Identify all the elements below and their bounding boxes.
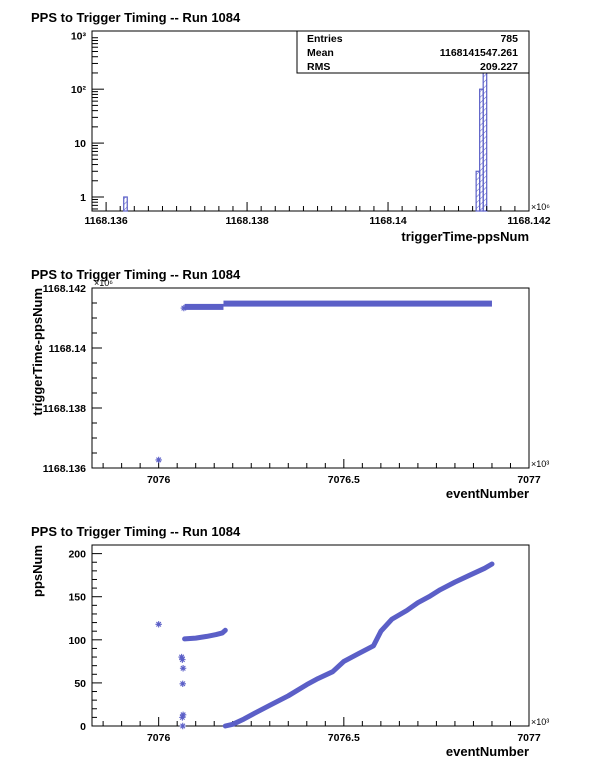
data-point bbox=[179, 656, 186, 663]
data-trace bbox=[182, 627, 228, 642]
x-tick-label: 7076 bbox=[147, 474, 171, 486]
panel-3-x-axis-label: eventNumber bbox=[446, 744, 529, 759]
y-tick-label: 10² bbox=[71, 84, 87, 96]
data-trace bbox=[222, 561, 495, 729]
panel-3-x-multiplier: ×10³ bbox=[531, 717, 549, 727]
stat-rms-label: RMS bbox=[307, 61, 330, 73]
y-tick-label: 1168.138 bbox=[43, 403, 86, 415]
y-tick-label: 100 bbox=[68, 635, 86, 647]
panel-2-x-axis-label: eventNumber bbox=[446, 486, 529, 501]
panel-2-frame bbox=[91, 287, 530, 469]
data-point bbox=[178, 653, 185, 661]
data-point bbox=[180, 304, 188, 312]
x-tick-label: 1168.136 bbox=[84, 215, 127, 227]
panel-2-x-multiplier: ×10³ bbox=[531, 459, 549, 469]
y-tick-label: 50 bbox=[74, 678, 86, 690]
y-tick-label: 150 bbox=[68, 592, 86, 604]
stats-box: Entries 785 Mean 1168141547.261 RMS 209.… bbox=[296, 30, 530, 74]
data-point bbox=[179, 711, 187, 718]
x-tick-label: 7077 bbox=[517, 474, 541, 486]
data-point bbox=[179, 680, 186, 687]
panel-histogram: PPS to Trigger Timing -- Run 1084 1 10 10²… bbox=[31, 10, 551, 244]
panel-3-title: PPS to Trigger Timing -- Run 1084 bbox=[31, 524, 241, 539]
histogram-bar bbox=[123, 196, 128, 212]
x-tick-label: 1168.142 bbox=[507, 215, 550, 227]
data-point bbox=[155, 621, 162, 628]
x-tick-label: 7076.5 bbox=[328, 474, 360, 486]
y-tick-label: 200 bbox=[68, 549, 86, 561]
y-tick-label: 10³ bbox=[71, 30, 87, 42]
y-tick-label: 1168.142 bbox=[43, 283, 86, 295]
panel-1-x-axis-label: triggerTime-ppsNum bbox=[401, 229, 529, 244]
x-tick-label: 1168.14 bbox=[369, 215, 407, 227]
panel-pps-num: PPS to Trigger Timing -- Run 1084 0 50 100… bbox=[30, 524, 549, 759]
data-point bbox=[155, 456, 162, 464]
stat-mean-label: Mean bbox=[307, 47, 334, 59]
stats-box-frame bbox=[296, 30, 530, 74]
panel-3-y-axis-label: ppsNum bbox=[30, 545, 45, 597]
data-point bbox=[179, 665, 187, 672]
x-tick-label: 7076 bbox=[147, 732, 171, 744]
panel-1-title: PPS to Trigger Timing -- Run 1084 bbox=[31, 10, 241, 25]
x-tick-label: 7076.5 bbox=[328, 732, 360, 744]
data-point bbox=[179, 714, 186, 721]
y-tick-label: 10 bbox=[74, 138, 86, 150]
panel-2-y-multiplier: ×10⁶ bbox=[94, 278, 113, 288]
data-band bbox=[223, 300, 492, 307]
panel-2-y-axis-label: triggerTime-ppsNum bbox=[30, 288, 45, 416]
x-tick-label: 7077 bbox=[517, 732, 541, 744]
panel-3-frame bbox=[91, 544, 530, 727]
data-point bbox=[179, 722, 186, 730]
stat-entries-value: 785 bbox=[500, 33, 518, 45]
x-tick-label: 1168.138 bbox=[225, 215, 268, 227]
y-tick-label: 0 bbox=[80, 721, 86, 733]
y-tick-label: 1168.136 bbox=[43, 463, 86, 475]
panel-trigger-time: PPS to Trigger Timing -- Run 1084 1168.1… bbox=[30, 267, 549, 501]
data-band bbox=[184, 303, 224, 310]
y-tick-label: 1168.14 bbox=[49, 343, 87, 355]
stat-rms-value: 209.227 bbox=[480, 61, 518, 73]
stat-mean-value: 1168141547.261 bbox=[440, 47, 518, 59]
stat-entries-label: Entries bbox=[307, 33, 343, 45]
panel-1-x-multiplier: ×10⁶ bbox=[531, 202, 550, 212]
y-tick-label: 1 bbox=[80, 192, 86, 204]
panel-2-title: PPS to Trigger Timing -- Run 1084 bbox=[31, 267, 241, 282]
